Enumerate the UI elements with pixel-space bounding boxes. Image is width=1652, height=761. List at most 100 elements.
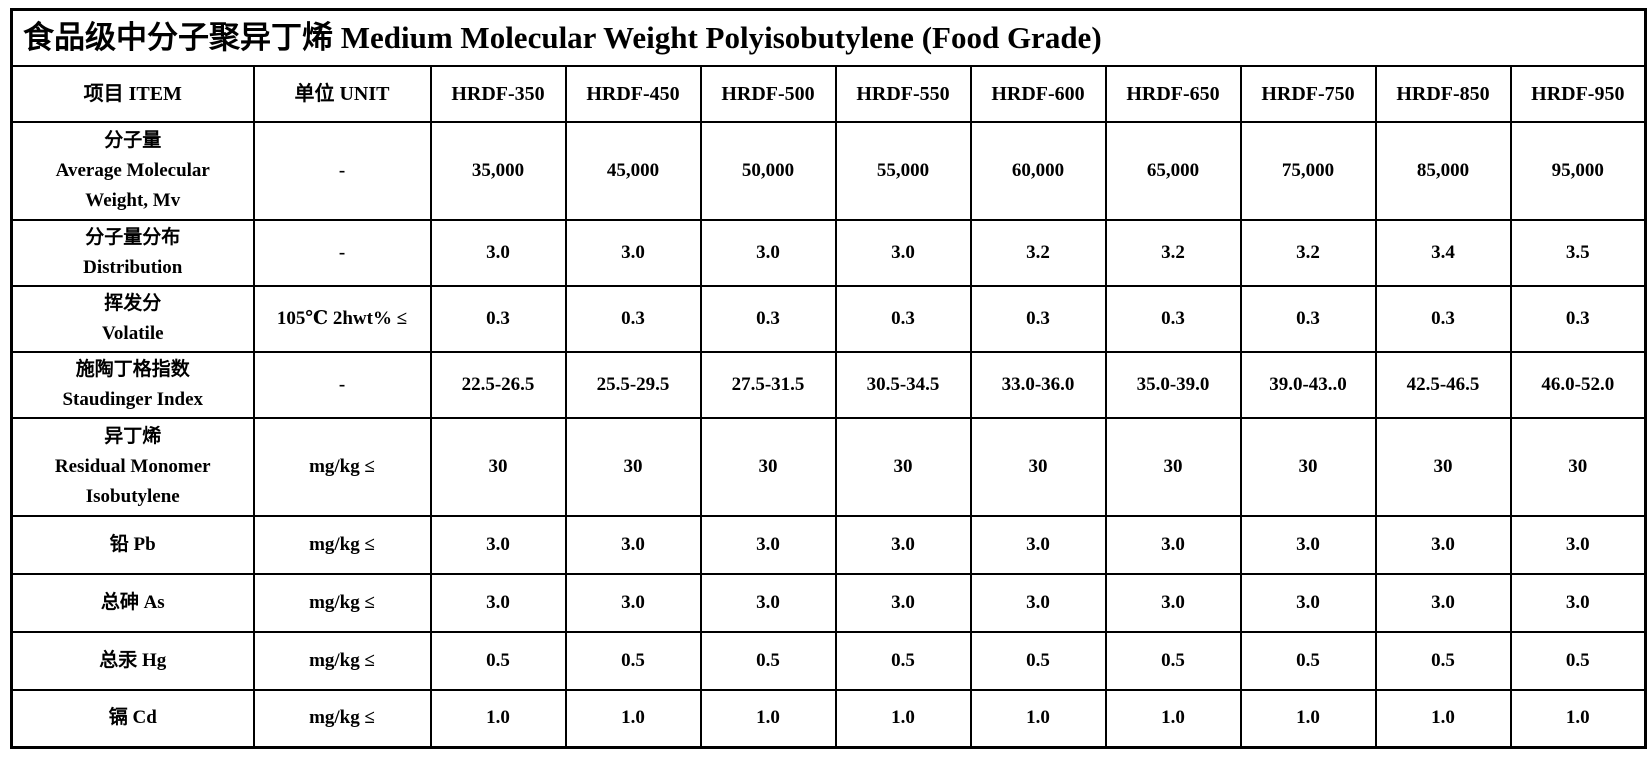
- spec-value-cell: 30: [1509, 416, 1647, 517]
- spec-value-cell: 0.3: [564, 284, 702, 353]
- spec-value-cell: 60,000: [969, 120, 1107, 221]
- spec-value-cell: 3.2: [1104, 218, 1242, 287]
- row-item-label: 施陶丁格指数 Staudinger Index: [10, 350, 255, 419]
- spec-value-cell: 50,000: [699, 120, 837, 221]
- spec-value-cell: 30: [564, 416, 702, 517]
- item-line: Residual Monomer: [54, 455, 211, 477]
- spec-value-cell: 3.0: [564, 572, 702, 633]
- row-item-label: 异丁烯 Residual Monomer Isobutylene: [10, 416, 255, 517]
- col-header-grade: HRDF-600: [969, 64, 1107, 123]
- spec-value-cell: 30.5-34.5: [834, 350, 972, 419]
- table-row: 异丁烯 Residual Monomer Isobutylene mg/kg ≤30 3…: [10, 416, 1647, 517]
- spec-value-cell: 3.0: [429, 572, 567, 633]
- row-item-label: 分子量 Average Molecular Weight, Mv: [10, 120, 255, 221]
- spec-value-cell: 22.5-26.5: [429, 350, 567, 419]
- spec-value-cell: 55,000: [834, 120, 972, 221]
- spec-value-cell: 3.0: [564, 218, 702, 287]
- spec-value-cell: 30: [1104, 416, 1242, 517]
- spec-value-cell: 3.0: [1509, 514, 1647, 575]
- col-header-grade: HRDF-550: [834, 64, 972, 123]
- sheet-title: 食品级中分子聚异丁烯 Medium Molecular Weight Polyi…: [10, 8, 1647, 67]
- col-header-grade: HRDF-350: [429, 64, 567, 123]
- spec-value-cell: 3.2: [1239, 218, 1377, 287]
- item-line: 镉 Cd: [108, 707, 157, 729]
- spec-value-cell: 3.0: [1509, 572, 1647, 633]
- header-row: 项目 ITEM 单位 UNIT HRDF-350 HRDF-450 HRDF-500…: [10, 64, 1647, 123]
- spec-value-cell: 3.5: [1509, 218, 1647, 287]
- row-unit: mg/kg ≤: [252, 572, 432, 633]
- item-line: Volatile: [101, 322, 164, 344]
- row-unit: -: [252, 120, 432, 221]
- row-item-label: 镉 Cd: [10, 688, 255, 749]
- item-line: Distribution: [83, 256, 183, 278]
- spec-table-body: 分子量 Average Molecular Weight, Mv -35,000 45,…: [10, 120, 1647, 749]
- spec-value-cell: 0.3: [1239, 284, 1377, 353]
- spec-value-cell: 30: [834, 416, 972, 517]
- col-header-grade: HRDF-850: [1374, 64, 1512, 123]
- spec-value-cell: 0.3: [1509, 284, 1647, 353]
- item-line: 施陶丁格指数: [75, 358, 190, 380]
- spec-value-cell: 0.3: [1104, 284, 1242, 353]
- spec-value-cell: 0.3: [429, 284, 567, 353]
- row-item-label: 总汞 Hg: [10, 630, 255, 691]
- col-header-item: 项目 ITEM: [10, 64, 255, 123]
- spec-value-cell: 95,000: [1509, 120, 1647, 221]
- spec-value-cell: 1.0: [429, 688, 567, 749]
- row-item-label: 挥发分 Volatile: [10, 284, 255, 353]
- spec-value-cell: 30: [429, 416, 567, 517]
- spec-value-cell: 0.3: [699, 284, 837, 353]
- spec-value-cell: 1.0: [1509, 688, 1647, 749]
- spec-value-cell: 3.0: [1374, 572, 1512, 633]
- row-item-label: 总砷 As: [10, 572, 255, 633]
- item-line: 总砷 As: [100, 591, 165, 613]
- col-header-grade: HRDF-750: [1239, 64, 1377, 123]
- spec-value-cell: 1.0: [834, 688, 972, 749]
- spec-value-cell: 30: [969, 416, 1107, 517]
- spec-value-cell: 3.4: [1374, 218, 1512, 287]
- row-unit: mg/kg ≤: [252, 416, 432, 517]
- table-row: 总汞 Hg mg/kg ≤0.5 0.5 0.5 0.5 0.5 0.5 0.5 0.5 0.5: [10, 630, 1647, 691]
- row-unit: mg/kg ≤: [252, 630, 432, 691]
- spec-value-cell: 35.0-39.0: [1104, 350, 1242, 419]
- row-unit: mg/kg ≤: [252, 688, 432, 749]
- spec-value-cell: 0.3: [1374, 284, 1512, 353]
- row-unit: 105℃ 2hwt% ≤: [252, 284, 432, 353]
- spec-value-cell: 0.3: [969, 284, 1107, 353]
- spec-value-cell: 0.3: [834, 284, 972, 353]
- item-line: Weight, Mv: [85, 189, 181, 211]
- spec-value-cell: 3.0: [1374, 514, 1512, 575]
- table-row: 分子量分布 Distribution -3.0 3.0 3.0 3.0 3.2 3.2 3.2 3…: [10, 218, 1647, 287]
- spec-value-cell: 3.0: [564, 514, 702, 575]
- spec-value-cell: 25.5-29.5: [564, 350, 702, 419]
- spec-value-cell: 3.2: [969, 218, 1107, 287]
- title-row: 食品级中分子聚异丁烯 Medium Molecular Weight Polyi…: [10, 8, 1647, 67]
- row-item-label: 分子量分布 Distribution: [10, 218, 255, 287]
- spec-value-cell: 1.0: [564, 688, 702, 749]
- spec-value-cell: 3.0: [429, 514, 567, 575]
- spec-value-cell: 1.0: [1374, 688, 1512, 749]
- spec-value-cell: 33.0-36.0: [969, 350, 1107, 419]
- spec-value-cell: 65,000: [1104, 120, 1242, 221]
- spec-value-cell: 3.0: [834, 572, 972, 633]
- spec-value-cell: 3.0: [699, 218, 837, 287]
- spec-value-cell: 35,000: [429, 120, 567, 221]
- spec-value-cell: 3.0: [1239, 572, 1377, 633]
- item-line: 异丁烯: [104, 425, 162, 447]
- spec-value-cell: 0.5: [1239, 630, 1377, 691]
- spec-value-cell: 0.5: [834, 630, 972, 691]
- spec-value-cell: 3.0: [834, 218, 972, 287]
- row-unit: -: [252, 218, 432, 287]
- spec-value-cell: 39.0-43..0: [1239, 350, 1377, 419]
- spec-value-cell: 3.0: [1104, 514, 1242, 575]
- row-unit: -: [252, 350, 432, 419]
- item-line: 铅 Pb: [109, 533, 156, 555]
- table-row: 施陶丁格指数 Staudinger Index -22.5-26.5 25.5-29.…: [10, 350, 1647, 419]
- spec-value-cell: 3.0: [429, 218, 567, 287]
- spec-value-cell: 0.5: [1374, 630, 1512, 691]
- item-line: 分子量分布: [85, 226, 181, 248]
- col-header-grade: HRDF-650: [1104, 64, 1242, 123]
- spec-value-cell: 3.0: [1239, 514, 1377, 575]
- table-row: 挥发分 Volatile 105℃ 2hwt% ≤0.3 0.3 0.3 0.3 0.3 0.…: [10, 284, 1647, 353]
- spec-value-cell: 0.5: [564, 630, 702, 691]
